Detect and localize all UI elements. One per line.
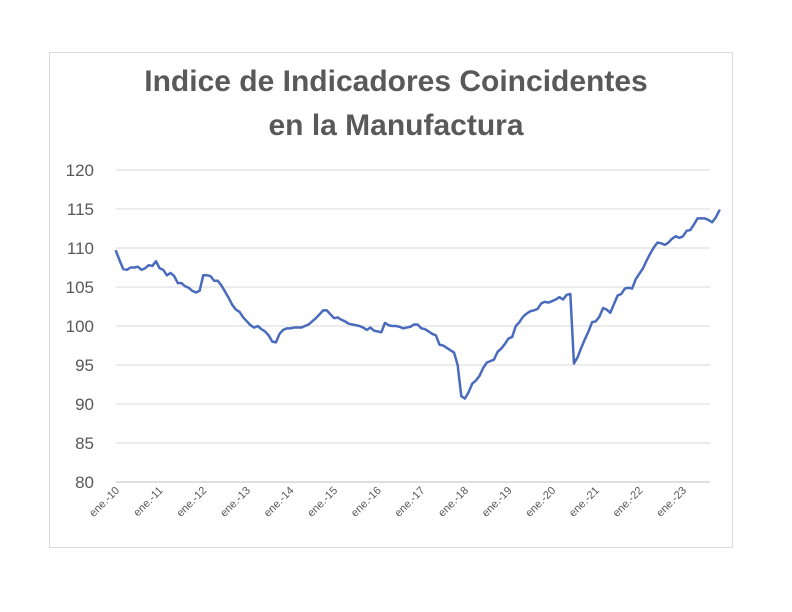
y-tick-label: 85 bbox=[75, 434, 94, 453]
chart-title-line-2: en la Manufactura bbox=[268, 109, 524, 142]
gridlines bbox=[116, 169, 710, 483]
y-tick-label: 110 bbox=[67, 239, 94, 258]
x-tick-label: ene.-20 bbox=[523, 485, 558, 520]
chart-title: Indice de Indicadores Coincidentes en la… bbox=[0, 60, 792, 148]
y-tick-label: 100 bbox=[66, 317, 94, 336]
x-axis-ticks: ene.-10 ene.-11 ene.-12 ene.-13 ene.-14 ene.-… bbox=[87, 485, 689, 520]
x-tick-label: ene.-13 bbox=[218, 485, 253, 520]
y-tick-label: 95 bbox=[75, 356, 94, 375]
x-tick-label: ene.-12 bbox=[174, 485, 209, 520]
x-tick-label: ene.-15 bbox=[305, 485, 340, 520]
y-tick-label: 120 bbox=[66, 161, 94, 180]
y-axis-ticks: 80 85 90 95 100 105 110 115 120 bbox=[66, 161, 94, 492]
chart-title-line-1: Indice de Indicadores Coincidentes bbox=[144, 65, 648, 98]
y-tick-label: 105 bbox=[66, 278, 94, 297]
x-tick-label: ene.-21 bbox=[567, 485, 602, 520]
x-tick-label: ene.-22 bbox=[611, 485, 646, 520]
x-tick-label: ene.-23 bbox=[654, 485, 689, 520]
series-line bbox=[114, 209, 721, 400]
y-tick-label: 90 bbox=[75, 395, 94, 414]
chart-frame bbox=[49, 52, 733, 548]
x-tick-label: ene.-16 bbox=[349, 485, 384, 520]
x-tick-label: ene.-11 bbox=[131, 485, 165, 519]
series-group bbox=[114, 209, 721, 400]
x-tick-label: ene.-19 bbox=[480, 485, 515, 520]
x-tick-label: ene.-14 bbox=[262, 485, 297, 520]
x-tick-label: ene.-17 bbox=[393, 485, 428, 520]
y-tick-label: 80 bbox=[75, 473, 94, 492]
x-tick-label: ene.-18 bbox=[436, 485, 471, 520]
y-tick-label: 115 bbox=[67, 200, 94, 219]
